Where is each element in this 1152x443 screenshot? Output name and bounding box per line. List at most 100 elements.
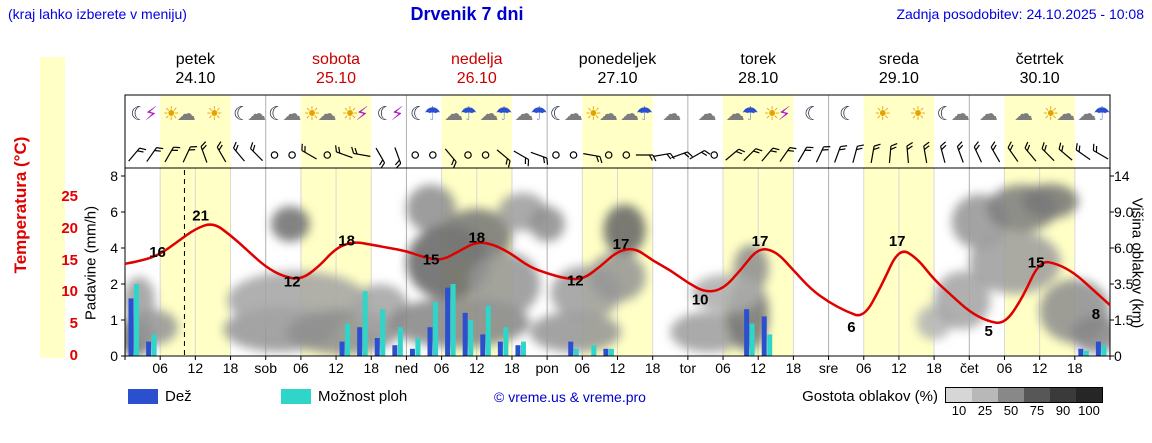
temperature-colorbar xyxy=(40,57,65,358)
wind-barb xyxy=(583,153,603,164)
copyright-link[interactable]: © vreme.us & vreme.pro xyxy=(494,389,646,405)
temp-tick-label: 0 xyxy=(69,347,78,364)
wind-barb xyxy=(834,145,848,163)
cloud-scale-segment xyxy=(1050,388,1076,402)
weather-icon: ☾☁ xyxy=(233,103,266,125)
wind-barb xyxy=(779,147,797,162)
shower-bar xyxy=(134,284,139,356)
cloud-scale-tick-label: 90 xyxy=(1055,403,1071,418)
shower-bar xyxy=(1101,345,1107,356)
x-tick-label: 06 xyxy=(715,360,731,376)
rain-bar xyxy=(1078,348,1084,356)
rain-bar xyxy=(515,345,521,356)
x-tick-label: 18 xyxy=(363,360,380,376)
shower-bar xyxy=(608,348,614,356)
weather-icon: ☀☁ xyxy=(1042,103,1075,125)
cloud-tick-label: 1.5 xyxy=(1114,312,1134,328)
cloud-blob xyxy=(406,184,456,233)
shower-bar xyxy=(767,334,773,356)
wind-barb xyxy=(923,141,930,163)
weather-icon: ☾ xyxy=(803,103,821,125)
rain-bar xyxy=(146,341,152,356)
temp-value-label: 8 xyxy=(1092,306,1100,323)
x-tick-label: 06 xyxy=(855,360,872,376)
calm-circle xyxy=(270,151,279,159)
weather-icon: ☁ xyxy=(662,103,681,125)
weather-icon: ☀⚡ xyxy=(341,103,368,125)
x-tick-label: 12 xyxy=(187,360,204,376)
wind-barb xyxy=(1007,141,1019,162)
shower-bar xyxy=(397,327,403,356)
temp-tick-label: 5 xyxy=(69,315,78,333)
temp-tick-label: 10 xyxy=(61,283,78,301)
rain-bar xyxy=(603,348,609,356)
cloud-scale-tick-label: 10 xyxy=(951,403,967,418)
wind-barb xyxy=(249,142,264,162)
cloud-scale-segment xyxy=(946,388,972,402)
weather-icon: ☀ xyxy=(909,103,926,125)
calm-circle xyxy=(622,151,631,159)
weather-icon: ☀ xyxy=(874,103,891,125)
wind-barb xyxy=(888,143,898,164)
temp-tick-label: 15 xyxy=(61,251,78,269)
day-header-sobota: sobota 25.10 xyxy=(312,50,360,88)
cloud-blob xyxy=(603,204,646,256)
weather-icon: ☾☁ xyxy=(268,103,301,125)
weather-icon: ☁☂ xyxy=(725,103,759,125)
cloud-blob xyxy=(469,251,541,317)
x-tick-label: čet xyxy=(959,360,979,376)
page-title: Drvenik 7 dni xyxy=(410,4,524,24)
wind-barb xyxy=(301,143,317,160)
shower-bar xyxy=(503,327,509,356)
cloud-tick-label: 6.0 xyxy=(1114,240,1134,256)
wind-barb xyxy=(513,150,530,167)
legend-showers-swatch xyxy=(281,389,311,404)
x-tick-label: 18 xyxy=(644,360,661,376)
day-date: 26.10 xyxy=(456,70,497,87)
day-name: ponedeljek xyxy=(578,51,657,68)
wind-barb xyxy=(870,143,881,163)
calm-circle xyxy=(411,151,420,159)
temp-value-label: 5 xyxy=(984,323,992,340)
weather-icon: ☀⚡ xyxy=(763,103,791,125)
cloud-tick-label: 3.5 xyxy=(1114,276,1134,292)
rain-bar xyxy=(128,298,134,356)
x-tick-label: 12 xyxy=(1031,360,1048,376)
day-header-torek: torek 28.10 xyxy=(738,50,778,88)
cloud-scale-tick-label: 75 xyxy=(1029,403,1045,418)
temp-value-label: 12 xyxy=(567,273,584,290)
x-tick-label: 18 xyxy=(222,360,239,376)
day-date: 27.10 xyxy=(597,70,638,87)
shower-bar xyxy=(468,320,474,356)
temp-value-label: 18 xyxy=(468,230,485,247)
cloud-blob xyxy=(1022,183,1079,219)
wind-barb xyxy=(815,146,831,163)
wind-barb xyxy=(761,147,780,162)
day-name: sreda xyxy=(878,51,919,68)
temp-value-label: 10 xyxy=(692,291,709,308)
wind-barb xyxy=(496,149,511,168)
wind-barb xyxy=(530,151,549,165)
wind-barb xyxy=(653,152,675,160)
shower-bar xyxy=(345,323,351,356)
calm-circle xyxy=(569,151,578,159)
rain-bar xyxy=(1095,341,1101,356)
x-tick-label: ned xyxy=(394,360,419,376)
weather-icon: ☀☁ xyxy=(303,103,336,125)
temp-value-label: 18 xyxy=(338,233,355,250)
calm-circle xyxy=(288,151,296,159)
cloud-scale-segment xyxy=(998,388,1024,402)
weather-icon: ☾☁ xyxy=(549,103,583,125)
wind-barb xyxy=(635,154,657,162)
wind-barb xyxy=(852,144,864,163)
x-tick-label: 18 xyxy=(1067,360,1083,376)
cloud-blob xyxy=(691,274,762,312)
wind-barb xyxy=(394,147,402,169)
x-tick-label: 18 xyxy=(785,360,802,376)
wind-barb xyxy=(128,147,147,162)
cloud-blob xyxy=(270,206,310,242)
rain-bar xyxy=(339,341,345,356)
rain-bar xyxy=(480,334,486,356)
precip-tick-label: 6 xyxy=(110,204,118,220)
temp-tick-label: 25 xyxy=(61,188,78,205)
